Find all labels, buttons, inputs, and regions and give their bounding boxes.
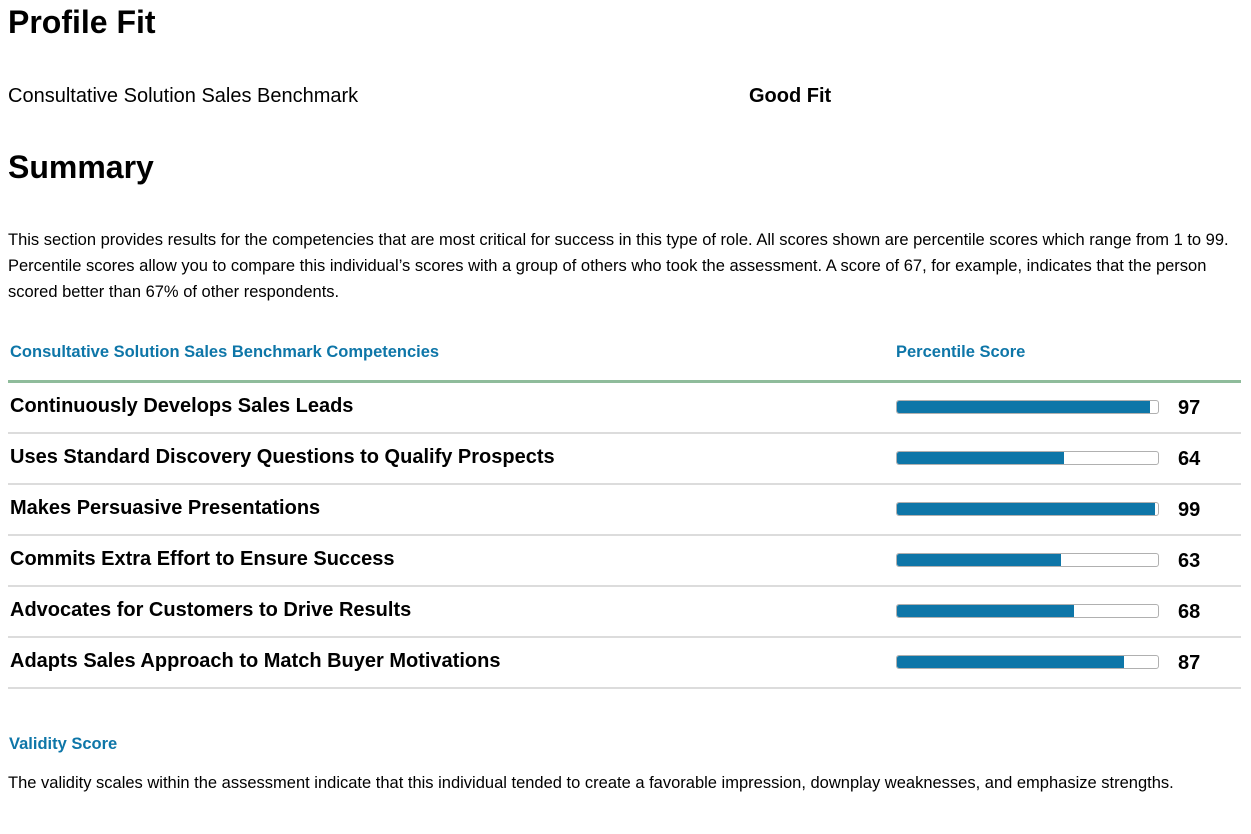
percentile-score: 68 (1178, 601, 1201, 623)
score-bar-fill (897, 401, 1151, 413)
competency-name: Uses Standard Discovery Questions to Qua… (10, 446, 555, 468)
score-bar (896, 604, 1159, 618)
score-bar-fill (897, 605, 1075, 617)
competency-name: Continuously Develops Sales Leads (10, 395, 354, 417)
percentile-score: 97 (1178, 397, 1201, 419)
benchmark-name: Consultative Solution Sales Benchmark (8, 85, 359, 107)
benchmark-fit-row: Consultative Solution Sales Benchmark Go… (8, 84, 1238, 108)
score-bar (896, 451, 1159, 465)
percentile-score-column-header: Percentile Score (896, 343, 1026, 361)
validity-score-heading: Validity Score (9, 735, 118, 753)
competency-name: Makes Persuasive Presentations (10, 497, 321, 519)
competency-name: Advocates for Customers to Drive Results (10, 599, 412, 621)
competencies-column-header: Consultative Solution Sales Benchmark Co… (10, 343, 440, 361)
score-bar-fill (897, 656, 1125, 668)
table-row: Advocates for Customers to Drive Results… (8, 587, 1241, 638)
percentile-score: 64 (1178, 448, 1201, 470)
score-bar (896, 502, 1159, 516)
table-row: Continuously Develops Sales Leads 97 (8, 383, 1241, 434)
table-row: Commits Extra Effort to Ensure Success 6… (8, 536, 1241, 587)
competency-name: Commits Extra Effort to Ensure Success (10, 548, 395, 570)
score-bar (896, 655, 1159, 669)
percentile-score: 87 (1178, 652, 1201, 674)
percentile-score: 63 (1178, 550, 1201, 572)
score-bar-fill (897, 503, 1156, 515)
fit-rating: Good Fit (749, 85, 832, 107)
validity-paragraph: The validity scales within the assessmen… (8, 774, 1174, 792)
score-bar-fill (897, 452, 1065, 464)
table-header-divider (8, 380, 1241, 383)
table-row: Adapts Sales Approach to Match Buyer Mot… (8, 638, 1241, 689)
profile-fit-heading: Profile Fit (8, 4, 156, 40)
summary-paragraph: This section provides results for the co… (8, 231, 1229, 301)
score-bar (896, 553, 1159, 567)
summary-heading: Summary (8, 149, 154, 185)
score-bar (896, 400, 1159, 414)
score-bar-fill (897, 554, 1062, 566)
table-row: Uses Standard Discovery Questions to Qua… (8, 434, 1241, 485)
competency-name: Adapts Sales Approach to Match Buyer Mot… (10, 650, 501, 672)
table-row: Makes Persuasive Presentations 99 (8, 485, 1241, 536)
percentile-score: 99 (1178, 499, 1201, 521)
